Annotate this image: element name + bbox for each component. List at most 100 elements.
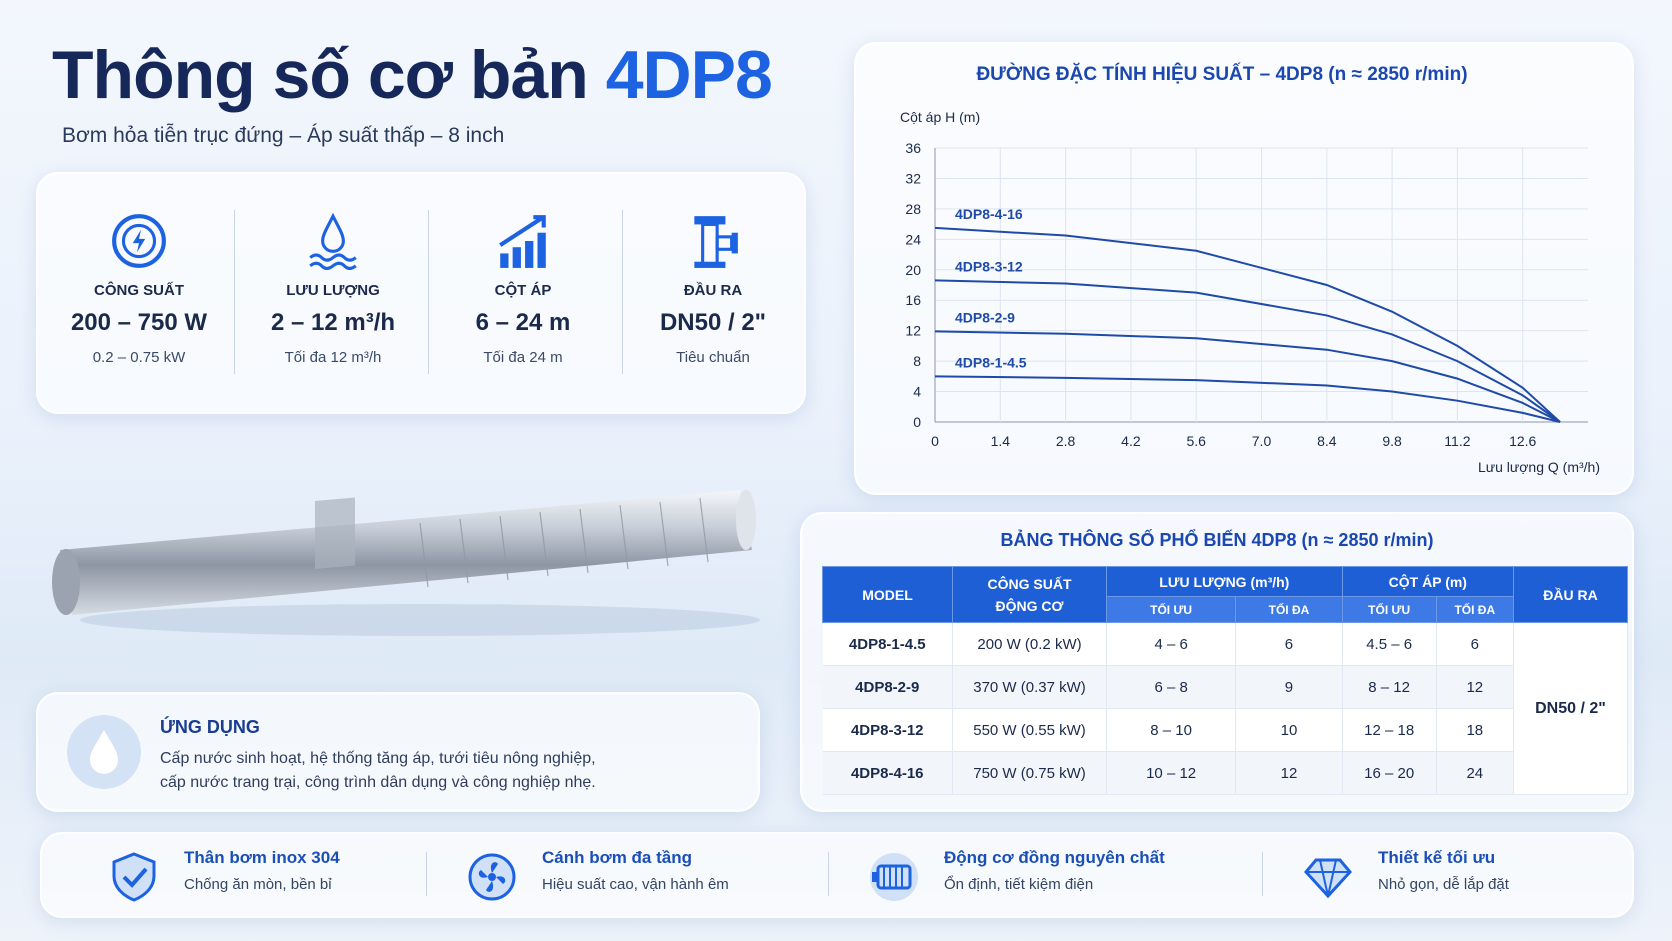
feature-icon: [870, 853, 918, 901]
spec-label: CỘT ÁP: [494, 282, 552, 299]
icon-part: [525, 241, 534, 268]
spec-card: CỘT ÁP 6 – 24 m Tối đa 24 m: [428, 200, 618, 366]
table-cell: 200 W (0.2 kW): [952, 622, 1107, 666]
spec-card: CÔNG SUẤT 200 – 750 W 0.2 – 0.75 kW: [44, 200, 234, 366]
separator: [622, 210, 623, 374]
y-tick-label: 12: [905, 323, 921, 339]
page-title: Thông số cơ bản 4DP8: [52, 36, 773, 114]
table-row: 4DP8-1-4.5 200 W (0.2 kW) 4 – 6 6 4.5 – 6 6 DN…: [822, 622, 1628, 795]
y-tick-label: 20: [905, 262, 921, 278]
x-tick-label: 12.6: [1509, 433, 1536, 449]
table-cell: 8 – 12: [1342, 665, 1437, 709]
table-title: BẢNG THÔNG SỐ PHỔ BIẾN 4DP8 (n ≈ 2850 r/…: [1000, 530, 1434, 550]
series-line: [934, 279, 1561, 423]
table-cell: 4DP8-4-16: [822, 751, 953, 795]
icon-part: [122, 867, 148, 888]
icon-part: [488, 873, 496, 881]
spec-value: 2 – 12 m³/h: [270, 309, 396, 336]
icon-part: [112, 214, 166, 268]
icon-part: [694, 261, 726, 268]
icon-part: [500, 253, 509, 268]
series-label: 4DP8-3-12: [955, 258, 1023, 274]
spec-note: Tối đa 24 m: [483, 349, 563, 366]
table-cell: 750 W (0.75 kW): [952, 751, 1107, 795]
series-label: 4DP8-1-4.5: [955, 354, 1027, 370]
feature: Cánh bơm đa tầng Hiệu suất cao, vận hành …: [542, 848, 729, 893]
x-tick-label: 0: [931, 433, 939, 449]
x-tick-label: 11.2: [1444, 433, 1470, 449]
table-cell: 24: [1436, 751, 1515, 795]
table-cell: 10 – 12: [1106, 751, 1237, 795]
table-cell: 4 – 6: [1106, 622, 1237, 666]
spec-label: ĐẦU RA: [683, 282, 743, 299]
icon-part: [112, 852, 156, 902]
spec-note: 0.2 – 0.75 kW: [92, 349, 186, 366]
table-cell: 4DP8-2-9: [822, 665, 953, 709]
spec-card: LƯU LƯỢNG 2 – 12 m³/h Tối đa 12 m³/h: [238, 200, 428, 366]
feature-text: Nhỏ gọn, dễ lắp đặt: [1378, 876, 1509, 893]
x-tick-label: 5.6: [1186, 433, 1206, 449]
col-header: CỘT ÁP (m): [1341, 566, 1515, 597]
icon-part: [694, 216, 726, 225]
subtitle: Bơm hỏa tiễn trục đứng – Áp suất thấp – …: [62, 124, 505, 147]
table-cell: 12: [1235, 751, 1343, 795]
spec-card: ĐẦU RA DN50 / 2" Tiêu chuẩn: [618, 200, 808, 366]
feature-title: Cánh bơm đa tầng: [542, 848, 692, 867]
sub-header: TỐI ƯU: [1341, 596, 1437, 623]
separator: [1262, 852, 1263, 896]
x-tick-label: 1.4: [991, 433, 1011, 449]
icon-part: [321, 212, 345, 253]
y-tick-label: 16: [905, 292, 921, 308]
application-line: cấp nước trang trại, công trình dân dụng…: [160, 774, 596, 791]
table-cell: 6 – 8: [1106, 665, 1237, 709]
icon-part: [715, 235, 734, 251]
feature-text: Ổn định, tiết kiệm điện: [944, 876, 1094, 893]
chart-panel: [854, 42, 1634, 495]
icon-part: [883, 866, 903, 888]
feature: Thân bơm inox 304 Chống ăn mòn, bền bỉ: [184, 848, 340, 893]
table-cell: 4DP8-3-12: [822, 708, 953, 752]
application-icon: [67, 715, 141, 789]
x-tick-label: 9.8: [1382, 433, 1402, 449]
icon-part: [499, 215, 546, 247]
table-cell: 16 – 20: [1342, 751, 1437, 795]
y-axis-label: Cột áp H (m): [900, 109, 980, 125]
feature-icon: [468, 853, 516, 901]
spec-label: CÔNG SUẤT: [94, 282, 184, 299]
spec-value: DN50 / 2": [659, 309, 767, 336]
icon-part: [872, 872, 878, 882]
table-cell: 550 W (0.55 kW): [952, 708, 1107, 752]
icon-part: [309, 253, 357, 270]
series-label: 4DP8-2-9: [955, 309, 1015, 325]
separator: [828, 852, 829, 896]
application-text: Cấp nước sinh hoạt, hệ thống tăng áp, tư…: [160, 747, 596, 795]
feature: Thiết kế tối ưu Nhỏ gọn, dễ lắp đặt: [1378, 848, 1509, 893]
icon-part: [1306, 859, 1350, 897]
spec-table: MODEL CÔNG SUẤT ĐỘNG CƠ LƯU LƯỢNG (m³/h)…: [822, 566, 1628, 795]
table-cell: 4.5 – 6: [1342, 622, 1437, 666]
table-row: 4DP8-3-12 550 W (0.55 kW) 8 – 10 10 12 – 18 1…: [822, 708, 1628, 752]
icon-part: [478, 862, 506, 892]
series-line: [934, 226, 1561, 423]
table-cell: 10: [1235, 708, 1343, 752]
col-header: CÔNG SUẤT ĐỘNG CƠ: [952, 566, 1107, 623]
spec-value: 6 – 24 m: [475, 309, 571, 336]
chart: ĐƯỜNG ĐẶC TÍNH HIỆU SUẤT – 4DP8 (n ≈ 285…: [900, 63, 1600, 475]
icon-part: [121, 223, 157, 259]
x-tick-label: 8.4: [1317, 433, 1337, 449]
application-title: ỨNG DỤNG: [160, 717, 260, 737]
feature-text: Hiệu suất cao, vận hành êm: [542, 876, 729, 893]
table-body: 4DP8-1-4.5 200 W (0.2 kW) 4 – 6 6 4.5 – 6 6 DN…: [822, 622, 1628, 795]
y-tick-label: 32: [905, 170, 921, 186]
feature-title: Thiết kế tối ưu: [1378, 848, 1496, 867]
spec-note: Tiêu chuẩn: [676, 349, 750, 366]
table-cell: 370 W (0.37 kW): [952, 665, 1107, 709]
feature-icon: [112, 852, 156, 902]
series-label: 4DP8-4-16: [955, 206, 1023, 222]
icon-part: [731, 232, 738, 254]
sub-header: TỐI ĐA: [1435, 596, 1515, 623]
col-header: MODEL: [822, 566, 953, 623]
feature-title: Động cơ đồng nguyên chất: [944, 848, 1165, 867]
application-line: Cấp nước sinh hoạt, hệ thống tăng áp, tư…: [160, 750, 596, 767]
